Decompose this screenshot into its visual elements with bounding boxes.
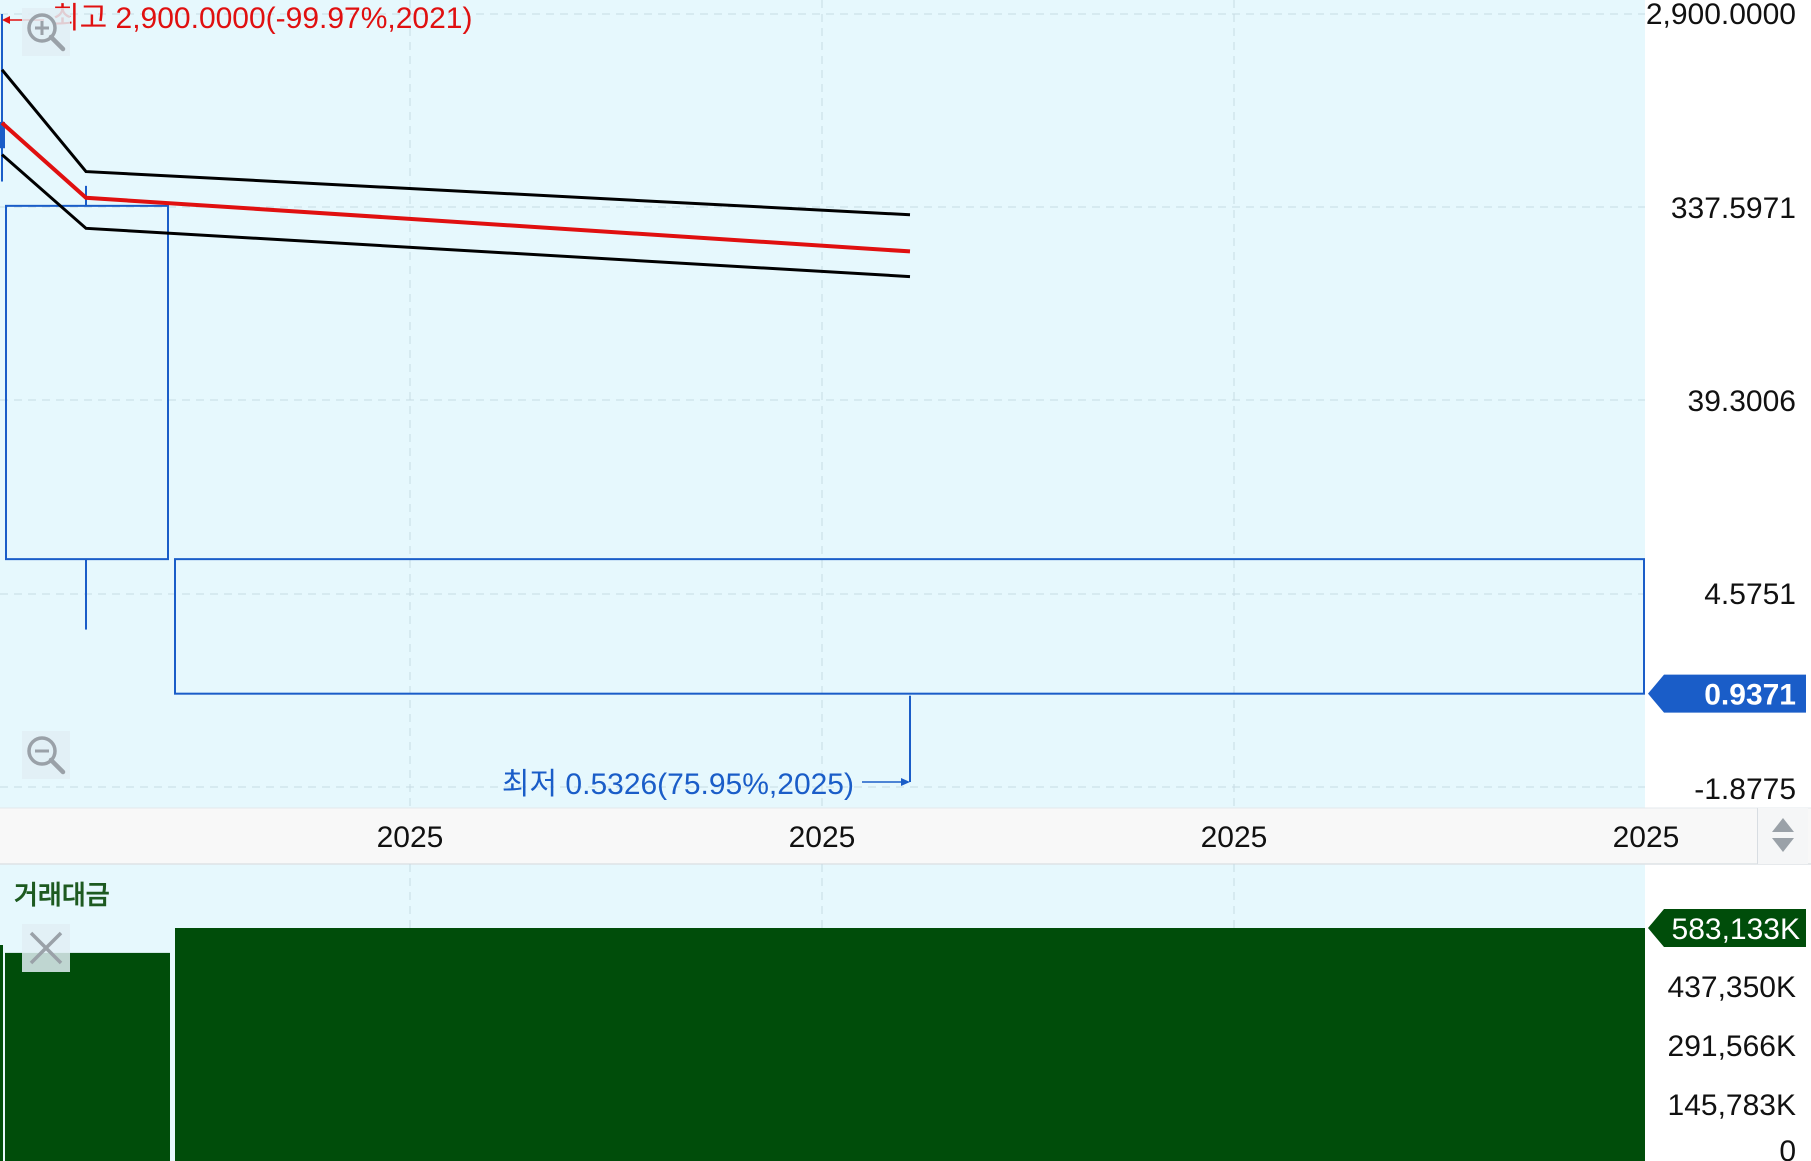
zoom-in-button[interactable] <box>22 8 70 56</box>
volume-axis-tick-label: 0 <box>1779 1135 1796 1161</box>
current-price-label: 0.9371 <box>1704 679 1796 712</box>
close-icon <box>29 931 63 965</box>
price-axis-tick-label: -1.8775 <box>1694 773 1796 806</box>
band-line-upper <box>0 68 911 217</box>
price-axis-tick-label: 337.5971 <box>1671 192 1796 225</box>
close-volume-panel-button[interactable] <box>22 924 70 972</box>
high-price-annotation: 최고 2,900.0000(-99.97%,2021) <box>52 2 472 35</box>
time-axis-tick-label: 2025 <box>377 821 444 854</box>
volume-panel-title: 거래대금 <box>14 880 110 910</box>
price-axis-tick-label: 4.5751 <box>1704 578 1796 611</box>
volume-bar <box>5 952 170 1161</box>
current-volume-badge <box>1648 909 1806 947</box>
volume-axis-tick-label: 145,783K <box>1668 1089 1796 1122</box>
high-marker-arrowhead <box>2 16 10 24</box>
scroll-up-icon <box>1772 818 1794 832</box>
current-volume-label: 583,133K <box>1672 913 1800 946</box>
volume-axis-tick-label: 437,350K <box>1668 971 1796 1004</box>
time-axis-tick-label: 2025 <box>789 821 856 854</box>
low-price-annotation: 최저 0.5326(75.95%,2025) <box>502 768 854 801</box>
price-axis-tick-label: 2,900.0000 <box>1646 0 1796 31</box>
zoom-in-icon <box>27 13 66 52</box>
low-marker-arrowhead <box>901 778 910 786</box>
volume-axis-tick-label: 291,566K <box>1668 1030 1796 1063</box>
candle-body <box>174 558 1645 695</box>
candle-body <box>5 204 169 561</box>
zoom-out-icon <box>27 736 66 775</box>
zoom-out-button[interactable] <box>22 731 70 779</box>
time-axis-tick-label: 2025 <box>1201 821 1268 854</box>
volume-bar <box>175 928 1645 1161</box>
volume-bar <box>0 945 3 1161</box>
x-axis-bar <box>0 808 1811 864</box>
scroll-down-icon <box>1772 838 1794 852</box>
current-price-badge <box>1648 674 1806 713</box>
band-line-lower <box>1 153 911 279</box>
axis-scroll-button[interactable] <box>1757 808 1808 864</box>
band-line-middle <box>0 121 911 254</box>
time-axis-tick-label: 2025 <box>1613 821 1680 854</box>
price-axis-tick-label: 39.3006 <box>1688 385 1796 418</box>
